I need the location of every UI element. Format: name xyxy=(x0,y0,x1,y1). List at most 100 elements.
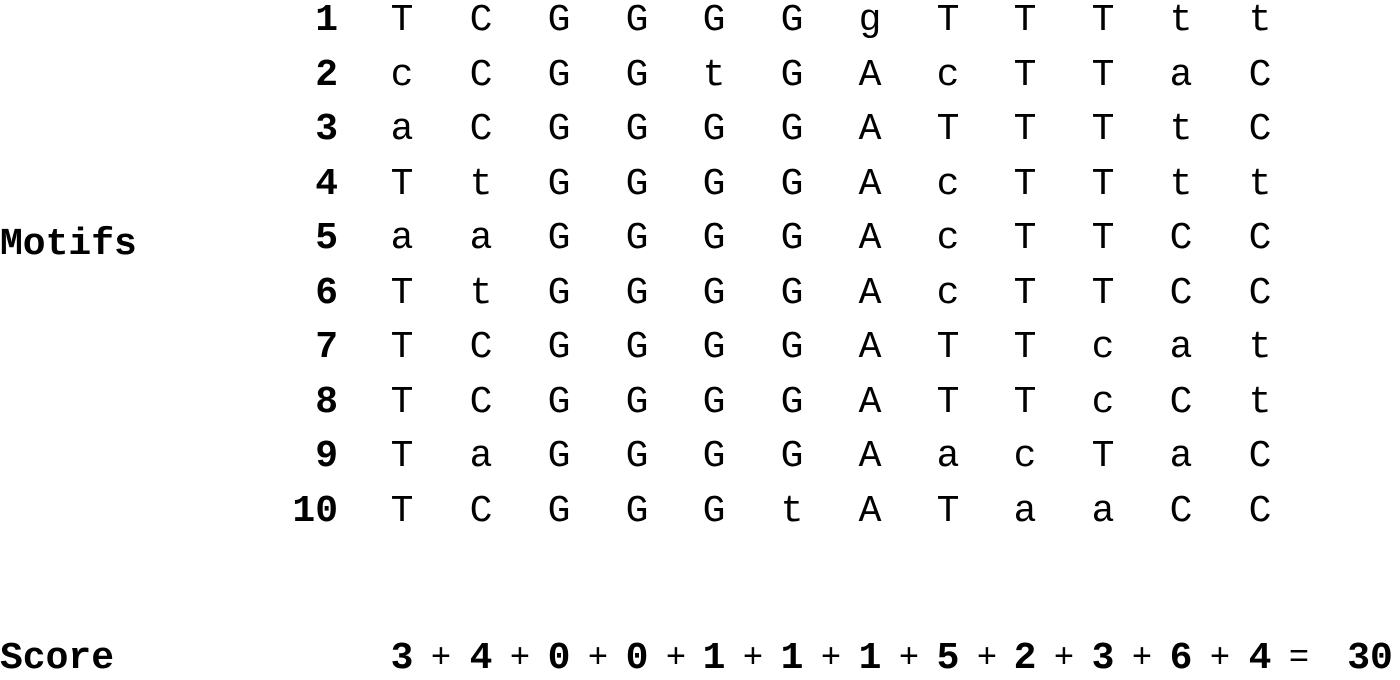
motif-base: T xyxy=(936,380,960,424)
motif-base: G xyxy=(702,380,726,424)
motif-base: G xyxy=(547,162,571,206)
motif-base: C xyxy=(469,326,493,369)
motif-base: G xyxy=(702,326,726,369)
motif-base: C xyxy=(1248,217,1272,260)
row-number: 8 xyxy=(315,380,338,424)
motif-base: G xyxy=(780,380,804,424)
motif-base: T xyxy=(390,380,414,424)
motif-base: T xyxy=(1091,162,1115,206)
plus-sign: + xyxy=(1209,640,1231,678)
motif-base: G xyxy=(780,162,804,206)
motif-base: C xyxy=(469,0,493,42)
motif-base: G xyxy=(702,0,726,42)
motif-base: T xyxy=(1091,108,1115,151)
motif-base: G xyxy=(625,162,649,206)
motif-base: G xyxy=(702,217,726,260)
plus-sign: + xyxy=(430,640,452,678)
motif-base: A xyxy=(858,326,882,369)
row-number: 4 xyxy=(315,162,338,206)
motif-base: T xyxy=(1013,0,1037,42)
motif-base: a xyxy=(390,108,414,151)
motif-base: T xyxy=(1013,108,1037,151)
motif-base: G xyxy=(780,0,804,42)
motif-base: T xyxy=(1091,0,1115,42)
motif-base: C xyxy=(1169,489,1193,533)
motif-base: G xyxy=(780,53,804,97)
score-term: 1 xyxy=(858,637,882,680)
score-term: 0 xyxy=(625,637,649,680)
row-number: 10 xyxy=(292,489,338,533)
motif-base: G xyxy=(547,435,571,478)
plus-sign: + xyxy=(587,640,609,678)
row-number: 2 xyxy=(315,53,338,97)
motif-base: T xyxy=(390,435,414,478)
motif-base: G xyxy=(625,380,649,424)
row-number: 6 xyxy=(315,271,338,315)
motif-base: t xyxy=(1169,108,1193,151)
motif-base: T xyxy=(936,326,960,369)
motif-base: G xyxy=(780,271,804,315)
motif-base: a xyxy=(469,217,493,260)
motif-base: G xyxy=(702,162,726,206)
motif-base: C xyxy=(1248,489,1272,533)
motif-base: c xyxy=(390,53,414,97)
motif-base: C xyxy=(1248,108,1272,151)
motif-base: T xyxy=(390,162,414,206)
motif-base: T xyxy=(936,0,960,42)
motif-base: t xyxy=(1248,380,1272,424)
motif-base: t xyxy=(1248,162,1272,206)
motif-base: t xyxy=(1169,162,1193,206)
motif-base: T xyxy=(1013,162,1037,206)
motif-base: T xyxy=(1013,217,1037,260)
score-term: 4 xyxy=(1248,637,1272,680)
score-label: Score xyxy=(0,637,115,680)
motif-base: G xyxy=(780,326,804,369)
motif-base: C xyxy=(1248,271,1272,315)
motif-base: G xyxy=(625,0,649,42)
row-number: 1 xyxy=(315,0,338,42)
motif-base: T xyxy=(1091,53,1115,97)
motif-base: a xyxy=(1169,435,1193,478)
motif-base: G xyxy=(547,108,571,151)
motif-base: A xyxy=(858,162,882,206)
score-term: 3 xyxy=(1091,637,1115,680)
row-number: 9 xyxy=(315,435,338,478)
motif-base: a xyxy=(936,435,960,478)
plus-sign: + xyxy=(898,640,920,678)
motif-base: G xyxy=(780,435,804,478)
motif-base: G xyxy=(702,435,726,478)
motif-base: T xyxy=(1091,435,1115,478)
motif-base: G xyxy=(547,489,571,533)
motif-base: t xyxy=(780,489,804,533)
motif-base: c xyxy=(1091,380,1115,424)
plus-sign: + xyxy=(1053,640,1075,678)
motif-base: a xyxy=(1169,326,1193,369)
motif-base: A xyxy=(858,217,882,260)
motif-base: T xyxy=(1013,326,1037,369)
motif-base: t xyxy=(1169,0,1193,42)
motif-base: G xyxy=(547,271,571,315)
motif-base: G xyxy=(780,217,804,260)
motif-base: t xyxy=(1248,0,1272,42)
motif-base: G xyxy=(625,53,649,97)
motif-base: C xyxy=(1248,53,1272,97)
motif-base: C xyxy=(1169,271,1193,315)
motif-base: G xyxy=(547,0,571,42)
motif-base: t xyxy=(1248,326,1272,369)
motif-base: C xyxy=(1248,435,1272,478)
motif-base: t xyxy=(702,53,726,97)
score-term: 6 xyxy=(1169,637,1193,680)
score-term: 4 xyxy=(469,637,493,680)
plus-sign: + xyxy=(742,640,764,678)
motif-base: G xyxy=(625,217,649,260)
motif-base: T xyxy=(390,489,414,533)
motif-base: c xyxy=(936,162,960,206)
motif-base: T xyxy=(390,0,414,42)
motif-base: G xyxy=(547,380,571,424)
motif-base: G xyxy=(702,271,726,315)
